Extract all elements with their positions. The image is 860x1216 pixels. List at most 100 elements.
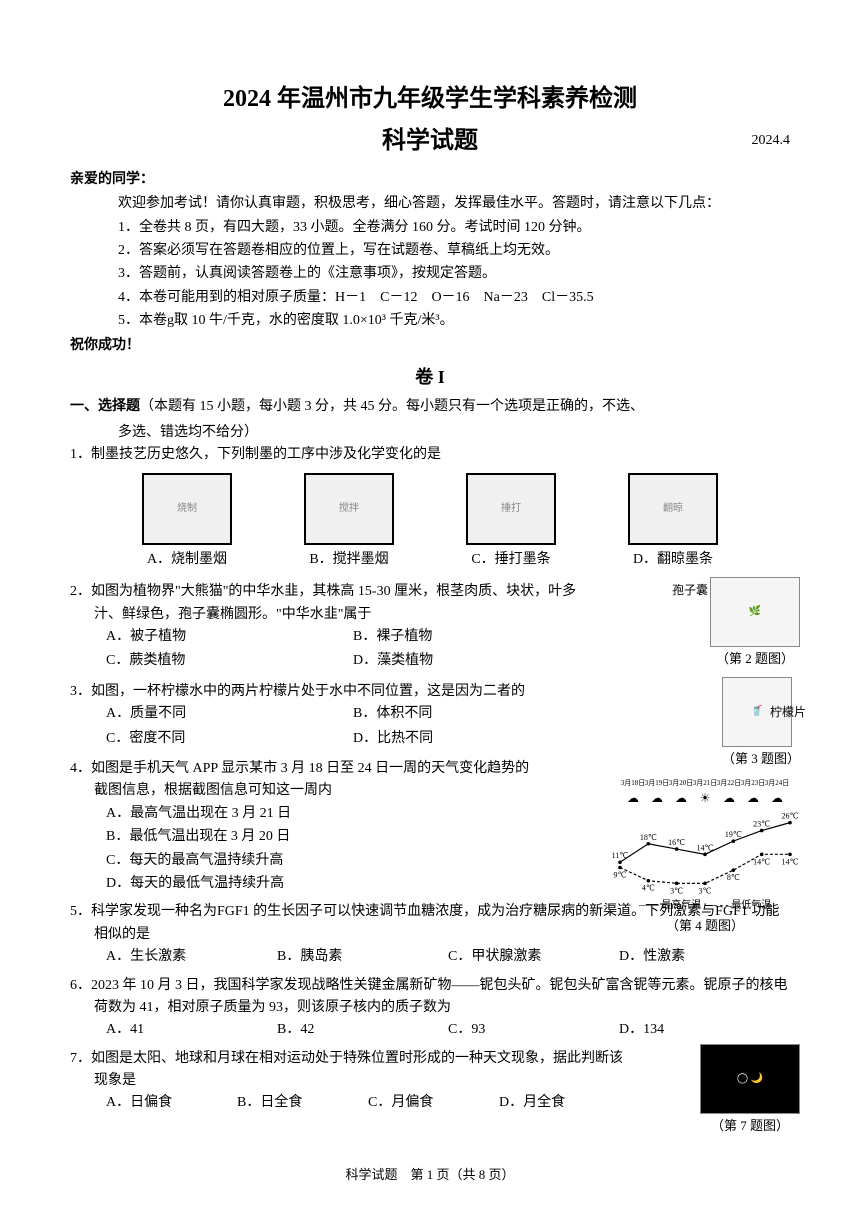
q5-opt-d: D．性激素	[619, 946, 790, 968]
q1-fig-d: 翻晾	[628, 473, 718, 545]
section-header: 卷 I	[70, 363, 790, 392]
q7-text: 7．如图是太阳、地球和月球在相对运动处于特殊位置时形成的一种天文现象，据此判断该…	[70, 1048, 630, 1093]
q2-opt-a: A．被子植物	[106, 626, 353, 648]
weather-day: 3月21日☀	[694, 778, 716, 808]
q1-labels: A．烧制墨烟 B．搅拌墨烟 C．捶打墨条 D．翻晾墨条	[70, 549, 790, 575]
q4-opt-b: B．最低气温出现在 3 月 20 日	[106, 826, 530, 848]
q4-chart: 11℃18℃16℃14℃19℃23℃26℃9℃4℃3℃3℃8℃14℃14℃	[610, 808, 800, 898]
q3-figure: 柠檬片 🥤 （第 3 题图）	[722, 677, 800, 770]
q7-figure: ◯ 🌙 （第 7 题图）	[700, 1044, 800, 1137]
svg-text:11℃: 11℃	[612, 852, 629, 861]
q1-opt-a: A．烧制墨烟	[142, 549, 232, 571]
question-2: 2．如图为植物界"大熊猫"的中华水韭，其株高 15-30 厘米，根茎肉质、块状，…	[70, 581, 790, 675]
q2-caption: （第 2 题图）	[710, 649, 800, 670]
part-header-cont: 多选、错选均不给分）	[70, 422, 790, 444]
part-header-bold: 一、选择题	[70, 399, 140, 414]
question-7: 7．如图是太阳、地球和月球在相对运动处于特殊位置时形成的一种天文现象，据此判断该…	[70, 1048, 790, 1115]
greeting: 亲爱的同学：	[70, 169, 790, 191]
instruction-item: 3．答题前，认真阅读答题卷上的《注意事项》，按规定答题。	[118, 263, 790, 285]
q6-opt-b: B．42	[277, 1019, 448, 1041]
q7-opt-a: A．日偏食	[106, 1092, 237, 1114]
exam-date: 2024.4	[752, 130, 791, 152]
weather-day: 3月20日☁	[670, 778, 692, 808]
svg-text:14℃: 14℃	[753, 858, 770, 867]
weather-day: 3月23日☁	[742, 778, 764, 808]
question-5: 5．科学家发现一种名为FGF1 的生长因子可以快速调节血糖浓度，成为治疗糖尿病的…	[70, 901, 790, 968]
q6-opt-a: A．41	[106, 1019, 277, 1041]
svg-text:3℃: 3℃	[670, 887, 683, 896]
q5-opt-c: C．甲状腺激素	[448, 946, 619, 968]
q3-opt-b: B．体积不同	[353, 703, 600, 725]
q3-text: 3．如图，一杯柠檬水中的两片柠檬片处于水中不同位置，这是因为二者的	[70, 681, 600, 703]
q5-options: A．生长激素 B．胰岛素 C．甲状腺激素 D．性激素	[70, 946, 790, 968]
q7-caption: （第 7 题图）	[700, 1116, 800, 1137]
q3-opt-a: A．质量不同	[106, 703, 353, 725]
q2-label: 孢子囊	[672, 581, 708, 600]
question-1: 1．制墨技艺历史悠久，下列制墨的工序中涉及化学变化的是 烧制 搅拌 捶打 翻晾 …	[70, 444, 790, 575]
q2-options: A．被子植物 B．裸子植物 C．蕨类植物 D．藻类植物	[70, 626, 600, 675]
weather-day: 3月18日☁	[622, 778, 644, 808]
page-title-sub: 科学试题 2024.4	[70, 122, 790, 160]
svg-text:26℃: 26℃	[782, 812, 799, 821]
svg-text:3℃: 3℃	[699, 887, 712, 896]
q1-text: 1．制墨技艺历史悠久，下列制墨的工序中涉及化学变化的是	[70, 444, 790, 466]
q4-opt-d: D．每天的最低气温持续升高	[106, 873, 530, 895]
wish: 祝你成功！	[70, 335, 790, 357]
q2-opt-d: D．藻类植物	[353, 650, 600, 672]
q6-text: 6．2023 年 10 月 3 日，我国科学家发现战略性关键金属新矿物——铌包头…	[70, 975, 790, 1020]
q3-options: A．质量不同 B．体积不同 C．密度不同 D．比热不同	[70, 703, 600, 752]
q7-opt-d: D．月全食	[499, 1092, 630, 1114]
question-6: 6．2023 年 10 月 3 日，我国科学家发现战略性关键金属新矿物——铌包头…	[70, 975, 790, 1042]
q1-fig-a: 烧制	[142, 473, 232, 545]
q2-opt-b: B．裸子植物	[353, 626, 600, 648]
q7-options: A．日偏食 B．日全食 C．月偏食 D．月全食	[70, 1092, 630, 1114]
svg-text:9℃: 9℃	[614, 871, 627, 880]
q4-weather-row: 3月18日☁3月19日☁3月20日☁3月21日☀3月22日☁3月23日☁3月24…	[610, 778, 800, 808]
weather-day: 3月19日☁	[646, 778, 668, 808]
q1-opt-d: D．翻晾墨条	[628, 549, 718, 571]
instruction-item: 1．全卷共 8 页，有四大题，33 小题。全卷满分 160 分。考试时间 120…	[118, 217, 790, 239]
page-footer: 科学试题 第 1 页（共 8 页）	[0, 1165, 860, 1186]
q4-options: A．最高气温出现在 3 月 21 日 B．最低气温出现在 3 月 20 日 C．…	[70, 803, 530, 896]
q3-label: 柠檬片	[770, 703, 806, 722]
svg-text:8℃: 8℃	[727, 874, 740, 883]
part-header: 一、选择题（本题有 15 小题，每小题 3 分，共 45 分。每小题只有一个选项…	[70, 396, 790, 418]
q2-text: 2．如图为植物界"大熊猫"的中华水韭，其株高 15-30 厘米，根茎肉质、块状，…	[70, 581, 600, 626]
svg-text:18℃: 18℃	[640, 833, 657, 842]
svg-text:14℃: 14℃	[697, 844, 714, 853]
svg-text:14℃: 14℃	[782, 858, 799, 867]
page-title-main: 2024 年温州市九年级学生学科素养检测	[70, 80, 790, 118]
question-3: 3．如图，一杯柠檬水中的两片柠檬片处于水中不同位置，这是因为二者的 A．质量不同…	[70, 681, 790, 752]
q6-opt-c: C．93	[448, 1019, 619, 1041]
instruction-item: 2．答案必须写在答题卷相应的位置上，写在试题卷、草稿纸上均无效。	[118, 240, 790, 262]
svg-text:4℃: 4℃	[642, 884, 655, 893]
svg-text:16℃: 16℃	[668, 838, 685, 847]
q1-figures: 烧制 搅拌 捶打 翻晾	[70, 467, 790, 549]
weather-day: 3月22日☁	[718, 778, 740, 808]
instruction-item: 5．本卷g取 10 牛/千克，水的密度取 1.0×10³ 千克/米³。	[118, 310, 790, 332]
q1-opt-b: B．搅拌墨烟	[304, 549, 394, 571]
q5-text: 5．科学家发现一种名为FGF1 的生长因子可以快速调节血糖浓度，成为治疗糖尿病的…	[70, 901, 790, 946]
question-4: 4．如图是手机天气 APP 显示某市 3 月 18 日至 24 日一周的天气变化…	[70, 758, 790, 895]
q3-opt-c: C．密度不同	[106, 728, 353, 750]
q2-figure: 孢子囊 🌿 （第 2 题图）	[710, 577, 800, 670]
instruction-item: 4．本卷可能用到的相对原子质量：H－1 C－12 O－16 Na－23 Cl－3…	[118, 287, 790, 309]
q7-opt-b: B．日全食	[237, 1092, 368, 1114]
q4-opt-c: C．每天的最高气温持续升高	[106, 850, 530, 872]
q6-options: A．41 B．42 C．93 D．134	[70, 1019, 790, 1041]
part-header-rest: （本题有 15 小题，每小题 3 分，共 45 分。每小题只有一个选项是正确的，…	[140, 399, 644, 414]
q2-opt-c: C．蕨类植物	[106, 650, 353, 672]
q4-opt-a: A．最高气温出现在 3 月 21 日	[106, 803, 530, 825]
instructions-block: 欢迎参加考试！请你认真审题，积极思考，细心答题，发挥最佳水平。答题时，请注意以下…	[70, 193, 790, 332]
q1-fig-c: 捶打	[466, 473, 556, 545]
q7-opt-c: C．月偏食	[368, 1092, 499, 1114]
q1-opt-c: C．捶打墨条	[466, 549, 556, 571]
q5-opt-a: A．生长激素	[106, 946, 277, 968]
q1-fig-b: 搅拌	[304, 473, 394, 545]
q5-opt-b: B．胰岛素	[277, 946, 448, 968]
instructions-intro: 欢迎参加考试！请你认真审题，积极思考，细心答题，发挥最佳水平。答题时，请注意以下…	[118, 193, 790, 215]
q6-opt-d: D．134	[619, 1019, 790, 1041]
q4-text: 4．如图是手机天气 APP 显示某市 3 月 18 日至 24 日一周的天气变化…	[70, 758, 530, 803]
subtitle-text: 科学试题	[382, 128, 478, 154]
svg-text:19℃: 19℃	[725, 830, 742, 839]
